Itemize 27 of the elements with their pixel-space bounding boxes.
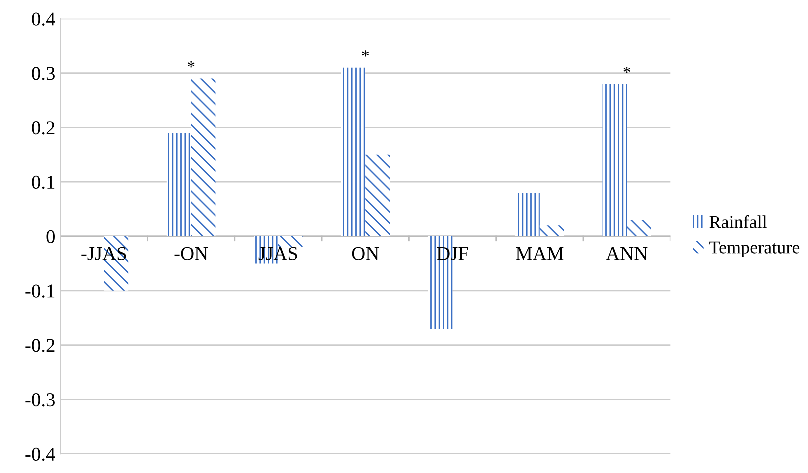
bar — [366, 154, 390, 236]
legend-label: Temperature — [710, 242, 800, 258]
y-tick-label: 0.3 — [32, 67, 55, 80]
x-tick-label: -ON — [174, 247, 208, 260]
annotation: * — [624, 66, 630, 74]
bar — [278, 236, 303, 248]
y-tick-label: -0.2 — [26, 339, 55, 352]
x-tick-label: ANN — [606, 247, 648, 260]
y-tick-label: 0 — [46, 230, 55, 244]
x-tick-label: ON — [352, 247, 380, 260]
bar — [166, 133, 192, 236]
y-tick-label: -0.4 — [26, 448, 56, 462]
bar — [540, 226, 564, 236]
x-tick-label: MAM — [516, 247, 564, 260]
annotation: * — [362, 50, 369, 57]
annotation: * — [188, 62, 195, 68]
y-tick-label: 0.1 — [32, 176, 55, 190]
y-tick-label: 0.4 — [32, 12, 56, 26]
bar — [341, 68, 366, 236]
y-tick-label: -0.3 — [26, 394, 55, 407]
bar — [627, 220, 652, 236]
bar — [516, 192, 540, 236]
legend-label: Rainfall — [710, 215, 768, 228]
y-tick-label: -0.1 — [26, 284, 55, 298]
bar — [602, 84, 628, 236]
bar — [191, 78, 216, 236]
y-tick-label: 0.2 — [32, 122, 55, 135]
